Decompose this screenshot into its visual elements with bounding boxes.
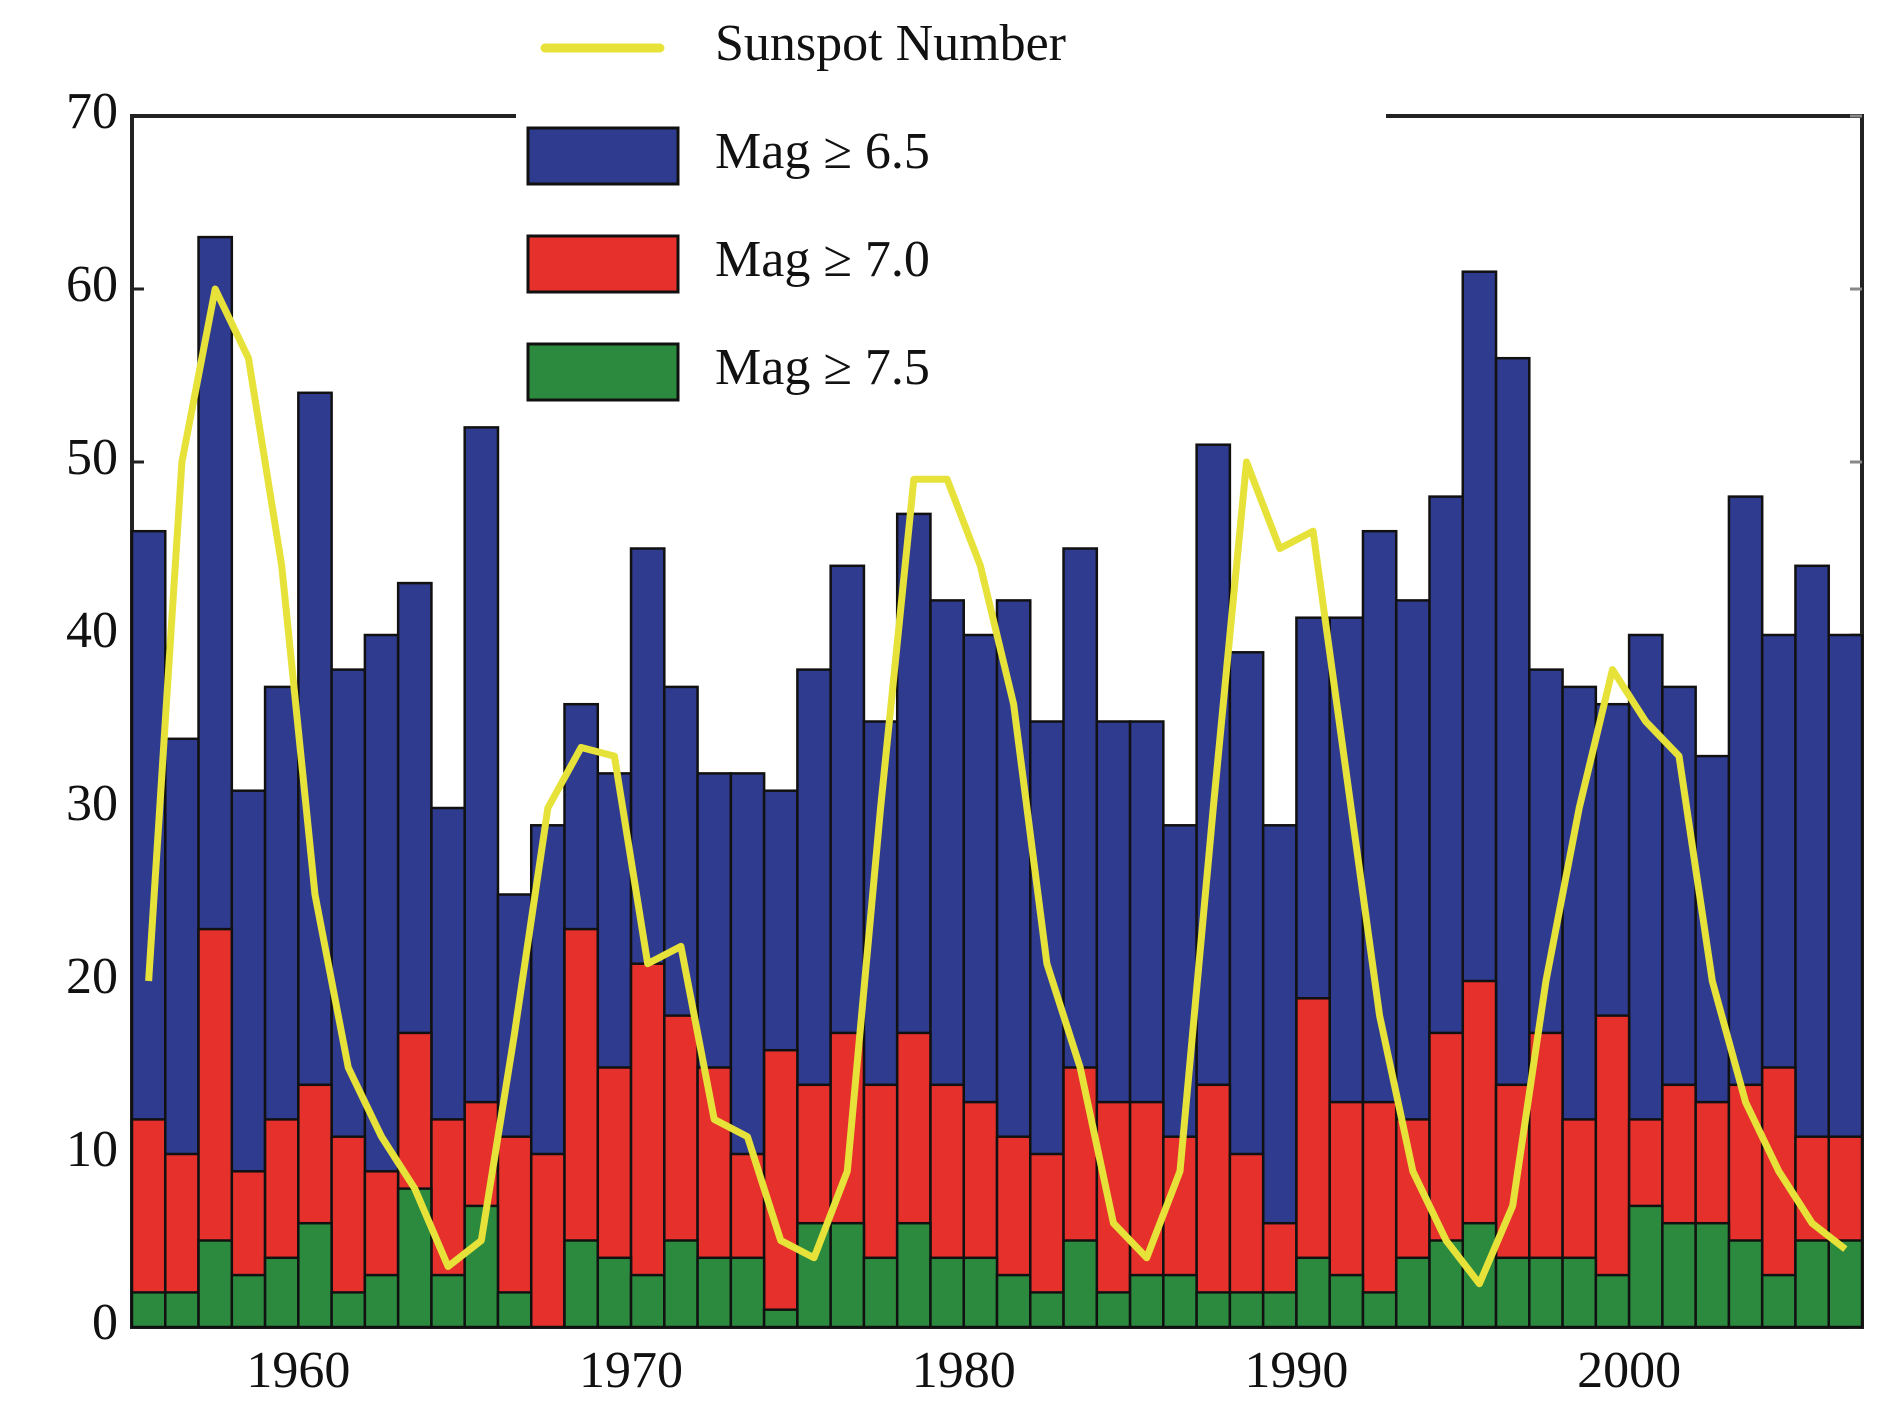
y-tick-label: 50 [66,429,118,486]
x-tick-label: 1980 [912,1342,1016,1399]
bar [1328,1273,1365,1329]
legend-swatch [526,234,680,294]
bar [1760,1273,1797,1329]
bar [363,1273,400,1329]
x-tick-label: 1960 [246,1342,350,1399]
bar [862,1256,899,1329]
legend-label: Mag ≥ 7.0 [715,231,930,288]
bar [929,1256,965,1329]
bar [330,1291,367,1329]
bar [297,1221,333,1329]
y-tick-label: 60 [66,256,118,313]
bar [629,962,666,1329]
bar [1394,1256,1431,1329]
y-tick-label: 20 [66,948,118,1005]
y-tick-label: 70 [66,83,118,140]
bar [563,1239,600,1329]
x-tick-label: 2000 [1577,1342,1681,1399]
bar [1195,1083,1232,1329]
bar [1295,1256,1331,1329]
bar [1561,1256,1598,1329]
bar [1029,1291,1065,1329]
bar [263,1256,300,1329]
bar [1694,1221,1731,1329]
y-tick-label: 10 [66,1121,118,1178]
bar [164,1291,200,1329]
y-tick-label: 0 [92,1294,118,1351]
bar [1494,1256,1531,1329]
bar [1661,1221,1697,1329]
y-tick-label: 30 [66,775,118,832]
bar [696,1256,733,1329]
y-tick-label: 40 [66,602,118,659]
line [145,285,1848,1288]
bar [796,1221,832,1329]
legend-label: Mag ≥ 7.5 [715,339,930,396]
legend-label: Mag ≥ 6.5 [715,123,930,180]
bar [496,1291,533,1329]
bar [962,1256,999,1329]
bar [1095,1291,1132,1329]
bar [430,1273,466,1329]
bar [1361,1100,1398,1329]
legend-swatch [526,126,680,186]
legend-swatch [526,342,680,402]
bar [1128,1273,1165,1329]
bar [1727,1239,1764,1329]
x-tick-label: 1990 [1244,1342,1348,1399]
bar [130,1291,167,1329]
bar [1594,1273,1631,1329]
bar [1827,1239,1864,1329]
bar [895,1221,932,1329]
x-tick-label: 1970 [579,1342,683,1399]
bar [663,1239,699,1329]
bar [762,1048,799,1329]
bar [230,1273,267,1329]
bar [1062,1239,1099,1329]
bar [529,1152,566,1329]
bar [1162,1273,1198,1329]
bar [1261,1291,1298,1329]
bar [629,1273,666,1329]
bar [1228,1291,1265,1329]
bar [729,1256,766,1329]
bar [829,1221,866,1329]
bar [1195,1291,1232,1329]
bar [1627,1204,1664,1329]
bar [197,1239,234,1329]
legend-label: Sunspot Number [715,15,1066,72]
bar [1361,1291,1398,1329]
bar [1794,1239,1830,1329]
bar [995,1273,1032,1329]
bar [762,1308,799,1329]
bar [596,1256,633,1329]
bar [1528,1256,1564,1329]
